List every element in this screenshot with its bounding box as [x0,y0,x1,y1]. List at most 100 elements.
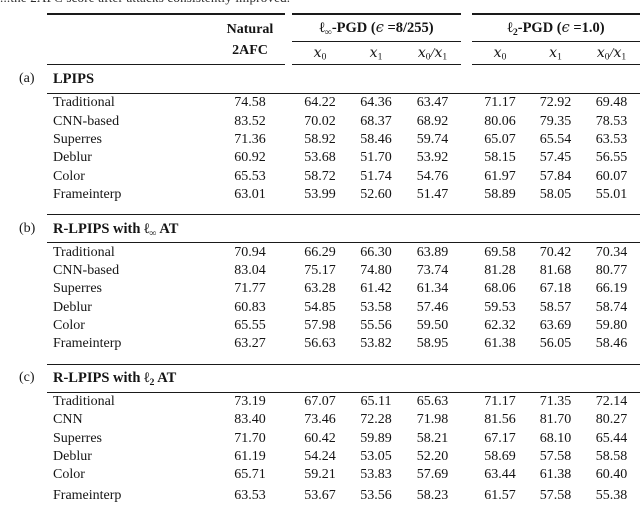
spacer-cell [461,392,472,411]
spacer-cell [461,317,472,335]
two-subscript: 2 [512,26,518,38]
row-label: CNN-based [53,262,120,278]
section-gap [0,204,640,215]
value-cell: 72.28 [360,412,392,428]
value-cell: 58.46 [595,336,628,352]
spacer-cell [461,149,472,167]
section-header-rlpips-l2: (c) R-LPIPS with ℓ2 AT [0,363,640,393]
value-cell: 61.97 [484,168,516,184]
section-title: LPIPS [47,64,640,94]
gutter-cell [0,335,47,353]
value-cell: 80.06 [484,113,516,129]
inf-subscript: ∞ [149,227,157,239]
value-cell: 61.34 [416,281,449,297]
value-cell: 58.15 [484,150,516,166]
row-label: Traditional [53,393,115,409]
value-cell: 63.44 [484,467,516,483]
value-cell: 79.35 [539,113,572,129]
value-cell: 53.58 [360,299,392,315]
value-cell: 55.38 [583,484,640,505]
row-label: Frameinterp [53,187,122,203]
value-cell: 58.23 [404,484,461,505]
gutter-cell [0,392,47,411]
gutter-cell [0,354,47,365]
table-row: Deblur 61.19 54.24 53.05 52.20 58.69 57.58 58.5… [0,448,640,466]
value-cell: 68.06 [484,281,516,297]
column-header-x1: x1 [348,41,404,65]
x-symbol: x [313,44,322,61]
epsilon-symbol: ϵ [561,20,570,36]
spacer-cell [461,335,472,353]
value-cell: 58.74 [595,299,628,315]
value-cell: 68.10 [539,430,572,446]
section-tag-c: (c) [19,370,35,386]
value-cell: 65.63 [416,393,449,409]
table-row: CNN-based 83.52 70.02 68.37 68.92 80.06 79.35 7… [0,112,640,130]
column-header-x0: x0 [292,41,348,65]
value-cell-natural: 63.01 [234,187,266,203]
value-cell-natural: 83.40 [234,412,266,428]
spacer-cell [461,131,472,149]
value-cell: 67.17 [484,430,516,446]
value-cell: 80.27 [595,412,628,428]
gutter-cell [0,317,47,335]
section-gap [0,354,640,365]
gutter-cell [0,429,47,447]
value-cell: 57.58 [539,449,572,465]
value-cell: 68.37 [360,113,392,129]
value-cell: 53.56 [348,484,404,505]
value-cell: 64.22 [304,95,336,111]
section-title-text: R-LPIPS with [53,220,145,237]
section-title-tail: AT [154,370,177,387]
column-header-x0: x0 [472,41,528,65]
value-cell-natural: 83.52 [234,113,266,129]
row-label: Color [53,467,85,483]
value-cell: 69.48 [595,95,628,111]
gutter-cell [0,466,47,484]
x-symbol: x [596,44,605,61]
spacer-cell [461,411,472,429]
row-label: Traditional [53,244,115,260]
x-symbol: x [549,44,558,61]
row-label: Color [53,318,85,334]
gutter-cell [0,94,47,113]
row-label: Deblur [53,299,92,315]
spacer-cell [461,112,472,130]
sub-0: 0 [604,52,610,63]
section-tag-b: (b) [19,220,36,236]
value-cell-natural: 60.92 [234,150,266,166]
value-cell: 58.21 [416,430,449,446]
value-cell: 56.63 [304,336,336,352]
table-row: Superres 71.70 60.42 59.89 58.21 67.17 68.10 65… [0,429,640,447]
value-cell: 64.36 [360,95,392,111]
spacer-cell [285,466,292,484]
row-label: Frameinterp [47,484,215,505]
x-symbol: x [434,44,443,61]
section-header-lpips: (a) LPIPS [0,64,640,94]
gutter-cell [0,448,47,466]
value-cell: 81.28 [484,262,516,278]
value-cell: 61.38 [539,467,572,483]
value-cell: 69.58 [484,244,516,260]
value-cell: 53.68 [304,150,336,166]
x-symbol: x [369,44,378,61]
value-cell: 68.92 [416,113,449,129]
spacer-cell [285,186,292,204]
value-cell: 51.74 [360,168,392,184]
value-cell: 54.85 [304,299,336,315]
table-row: CNN-based 83.04 75.17 74.80 73.74 81.28 81.68 8… [0,262,640,280]
sub-1: 1 [377,52,383,63]
spacer-cell [285,484,292,505]
row-label: CNN-based [53,113,120,129]
value-cell: 54.76 [416,168,449,184]
table-row: Deblur 60.92 53.68 51.70 53.92 58.15 57.45 56.5… [0,149,640,167]
value-cell: 63.69 [539,318,572,334]
gap-cell [47,354,640,365]
table-row: Traditional 73.19 67.07 65.11 65.63 71.17 71.3… [0,392,640,411]
value-cell: 66.29 [304,244,336,260]
value-cell: 74.80 [360,262,392,278]
section-title: R-LPIPS with ℓ2 AT [47,363,640,393]
value-cell: 73.46 [304,412,336,428]
value-cell: 71.17 [484,95,516,111]
